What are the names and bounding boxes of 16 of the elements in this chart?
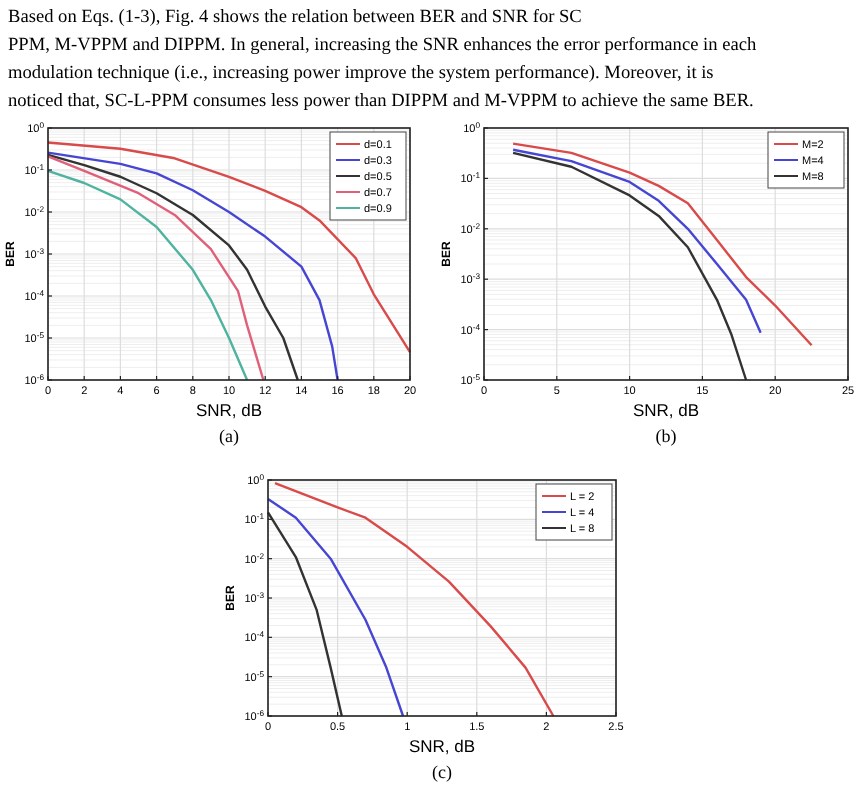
text: (a) xyxy=(219,426,239,446)
line-series xyxy=(511,148,762,334)
line-series xyxy=(266,511,343,718)
x-axis-title: SNR, dB xyxy=(195,400,263,420)
text: PPM, M-VPPM and DIPPM. In general, increasing the SNR enhances the error performance in each xyxy=(8,36,757,56)
text: noticed that, SC-L-PPM consumes less power than DIPPM and M-VPPM to achieve the same BER. xyxy=(8,92,754,112)
line-series xyxy=(511,151,748,382)
x-axis-title: SNR, dB xyxy=(408,736,476,756)
text: Based on Eqs. (1-3), Fig. 4 shows the relation between BER and SNR for SC xyxy=(8,8,582,28)
x-axis-title: SNR, dB xyxy=(632,400,700,420)
line-series xyxy=(273,481,555,718)
line-series xyxy=(266,497,405,718)
text: (b) xyxy=(655,426,677,446)
line-series xyxy=(46,141,412,354)
text: (c) xyxy=(432,762,452,782)
text: modulation technique (i.e., increasing power improve the system performance). Moreover, it is xyxy=(8,64,715,84)
